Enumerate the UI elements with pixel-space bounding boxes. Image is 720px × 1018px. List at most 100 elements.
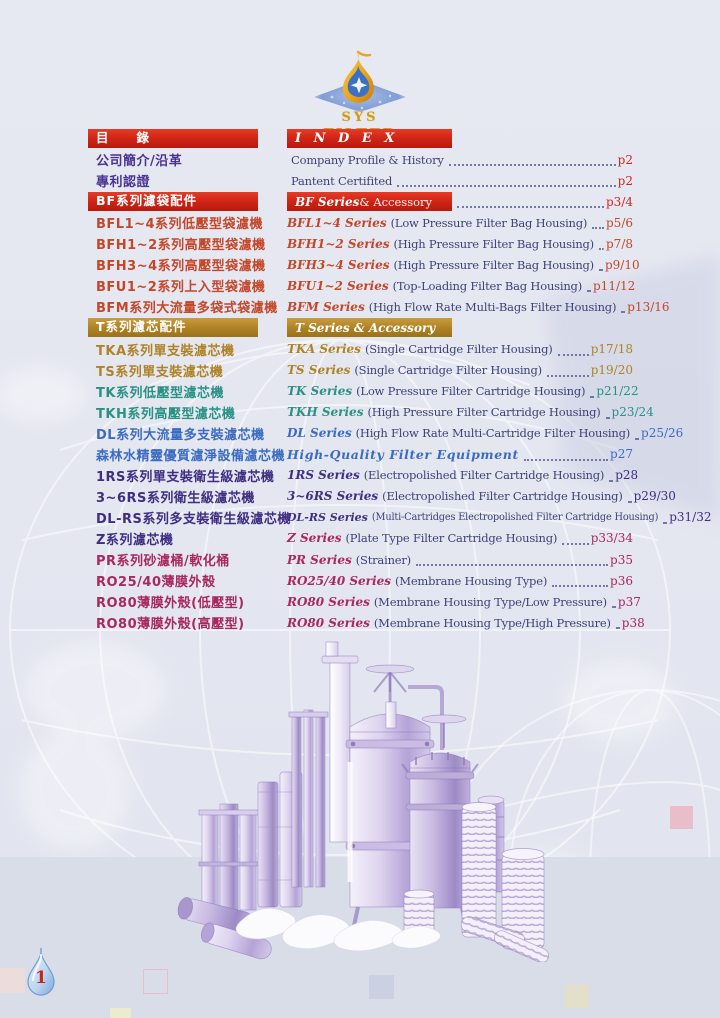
index-item-row: BFU1~2 Series (Top-Loading Filter Bag Hou… [287, 275, 636, 296]
series-name: 3~6RS Series [287, 489, 379, 504]
section-header-bar: T系列濾芯配件 [88, 318, 258, 338]
series-name: BFM Series [287, 299, 365, 314]
drop-splash-logo-icon [314, 50, 406, 112]
dotted-leader [592, 227, 604, 230]
toc-item-row: BFH3~4系列高壓型袋濾機 [88, 254, 280, 275]
toc-item-row: TS系列單支裝濾芯機 [88, 360, 280, 381]
index-item-row: RO80 Series (Membrane Housing Type/Low Pr… [287, 591, 641, 612]
dotted-leader [562, 542, 589, 545]
toc-item-label: DL系列大流量多支裝濾芯機 [96, 427, 265, 443]
index-section-title: I N D E X [295, 131, 399, 146]
page-ref: p33/34 [590, 531, 633, 546]
index-item-row: Company Profile & History p2 [287, 149, 633, 170]
series-description: (High Pressure Filter Bag Housing) [393, 236, 595, 251]
index-item-row: BFH1~2 Series (High Pressure Filter Bag H… [287, 233, 633, 254]
page-ref: p36 [610, 573, 633, 588]
toc-item-label: 森林水精靈優質濾淨設備濾芯機 [96, 448, 286, 464]
toc-item-label: TKA系列單支裝濾芯機 [96, 343, 235, 359]
toc-item-label: 1RS系列單支裝衛生級濾芯機 [96, 469, 275, 485]
page-ref: p13/16 [627, 299, 670, 314]
index-item-row: TKH Series (High Pressure Filter Cartridg… [287, 402, 654, 423]
index-item-row: High-Quality Filter Equipment p27 [287, 444, 633, 465]
dotted-leader [557, 353, 589, 356]
series-name: DL-RS Series [287, 510, 368, 524]
toc-item-label: RO80薄膜外殼(高壓型) [96, 617, 245, 633]
page-ref: p28 [615, 468, 639, 483]
toc-item-label: DL-RS系列多支裝衛生級濾芯機 [96, 511, 291, 527]
series-name: TS Series [287, 363, 351, 378]
index-section-subtitle: & Accessory [359, 195, 433, 210]
dotted-leader [615, 627, 620, 630]
index-item-row: BFL1~4 Series (Low Pressure Filter Bag Ho… [287, 212, 633, 233]
toc-item-row: TKA系列單支裝濾芯機 [88, 339, 280, 360]
dotted-leader [448, 164, 616, 167]
index-item-row: TK Series (Low Pressure Filter Cartridge … [287, 381, 639, 402]
dotted-leader [415, 564, 609, 566]
page-ref: p21/22 [596, 384, 639, 399]
toc-item-row: BFH1~2系列高壓型袋濾機 [88, 233, 280, 254]
page-ref: p11/12 [593, 278, 636, 293]
dotted-leader [635, 437, 640, 440]
toc-item-label: BFL1~4系列低壓型袋濾機 [96, 217, 264, 233]
toc-item-label: BFU1~2系列上入型袋濾機 [96, 280, 266, 296]
toc-english-index-column: I N D E X Company Profile & History p2 Pant… [287, 128, 711, 648]
toc-item-row: DL系列大流量多支裝濾芯機 [88, 423, 280, 444]
page-ref: p29/30 [633, 489, 676, 504]
toc-item-row: TKH系列高壓型濾芯機 [88, 402, 280, 423]
series-name: 1RS Series [287, 468, 360, 483]
dotted-leader [663, 521, 668, 524]
filter-equipment-montage-illustration [177, 641, 549, 962]
page-ref: p17/18 [590, 342, 633, 356]
index-item-row: Pantent Certifited p2 [287, 170, 633, 191]
toc-item-row: RO80薄膜外殼(低壓型) [88, 591, 280, 612]
toc-item-row: 1RS系列單支裝衛生級濾芯機 [88, 465, 280, 486]
dotted-leader [598, 248, 604, 251]
index-section-title: T Series & Accessory [295, 321, 436, 336]
toc-item-label: RO25/40薄膜外殼 [96, 575, 216, 591]
page-ref: p5/6 [606, 215, 633, 230]
index-section-title: BF Series [295, 195, 360, 210]
dotted-leader [609, 479, 614, 482]
index-item-row: DL-RS Series (Multi-Cartridges Electropol… [287, 507, 711, 528]
page-ref: p37 [617, 594, 641, 609]
index-section-bar: I N D E X [287, 129, 452, 148]
toc-item-label: BFH1~2系列高壓型袋濾機 [96, 238, 266, 254]
series-name: RO25/40 Series [287, 573, 391, 588]
series-name: BFU1~2 Series [287, 278, 389, 293]
series-description: (Membrane Housing Type/High Pressure) [373, 615, 611, 630]
series-description: (Single Cartridge Filter Housing) [354, 363, 542, 378]
toc-item-label: 公司簡介/沿革 [96, 154, 183, 170]
dotted-leader [457, 206, 604, 209]
index-section-bar: BF Series & Accessory [287, 192, 452, 212]
series-name: BFL1~4 Series [287, 215, 387, 230]
dotted-leader [587, 290, 591, 293]
series-description: (High Flow Rate Multi-Bags Filter Housin… [368, 299, 617, 314]
toc-item-label: Z系列濾芯機 [96, 532, 174, 548]
index-item-row: DL Series (High Flow Rate Multi-Cartridge… [287, 423, 683, 444]
series-description: (Low Pressure Filter Bag Housing) [390, 215, 588, 230]
decor-square-beige [565, 985, 588, 1008]
series-description: (High Flow Rate Multi-Cartridge Filter H… [355, 426, 631, 441]
index-item-row: BFM Series (High Flow Rate Multi-Bags Fil… [287, 296, 670, 317]
toc-item-row: Z系列濾芯機 [88, 528, 280, 549]
series-name: PR Series [287, 552, 352, 567]
toc-item-row: DL-RS系列多支裝衛生級濾芯機 [88, 507, 290, 528]
page-ref: p2 [617, 152, 633, 167]
toc-item-row: 3~6RS系列衛生級濾芯機 [88, 486, 280, 507]
toc-item-label: BFM系列大流量多袋式袋濾機 [96, 301, 278, 317]
toc-item-row: 專利認證 [88, 170, 280, 191]
toc-item-row: TK系列低壓型濾芯機 [88, 381, 280, 402]
series-description: (Plate Type Filter Cartridge Housing) [345, 531, 558, 546]
toc-item-label: PR系列砂濾桶/軟化桶 [96, 554, 230, 569]
decor-square-outline [143, 969, 168, 994]
index-item-row: RO25/40 Series (Membrane Housing Type) p36 [287, 570, 633, 591]
page-number: 1 [35, 968, 47, 988]
index-item-row: BFH3~4 Series (High Pressure Filter Bag H… [287, 254, 640, 275]
page-ref: p27 [610, 447, 633, 462]
toc-item-row: 公司簡介/沿革 [88, 149, 280, 170]
dotted-leader [546, 374, 589, 377]
decor-square-pink-right [670, 806, 693, 829]
toc-item-label: BFH3~4系列高壓型袋濾機 [96, 259, 266, 275]
section-header-row: BF系列濾袋配件 [88, 191, 280, 212]
